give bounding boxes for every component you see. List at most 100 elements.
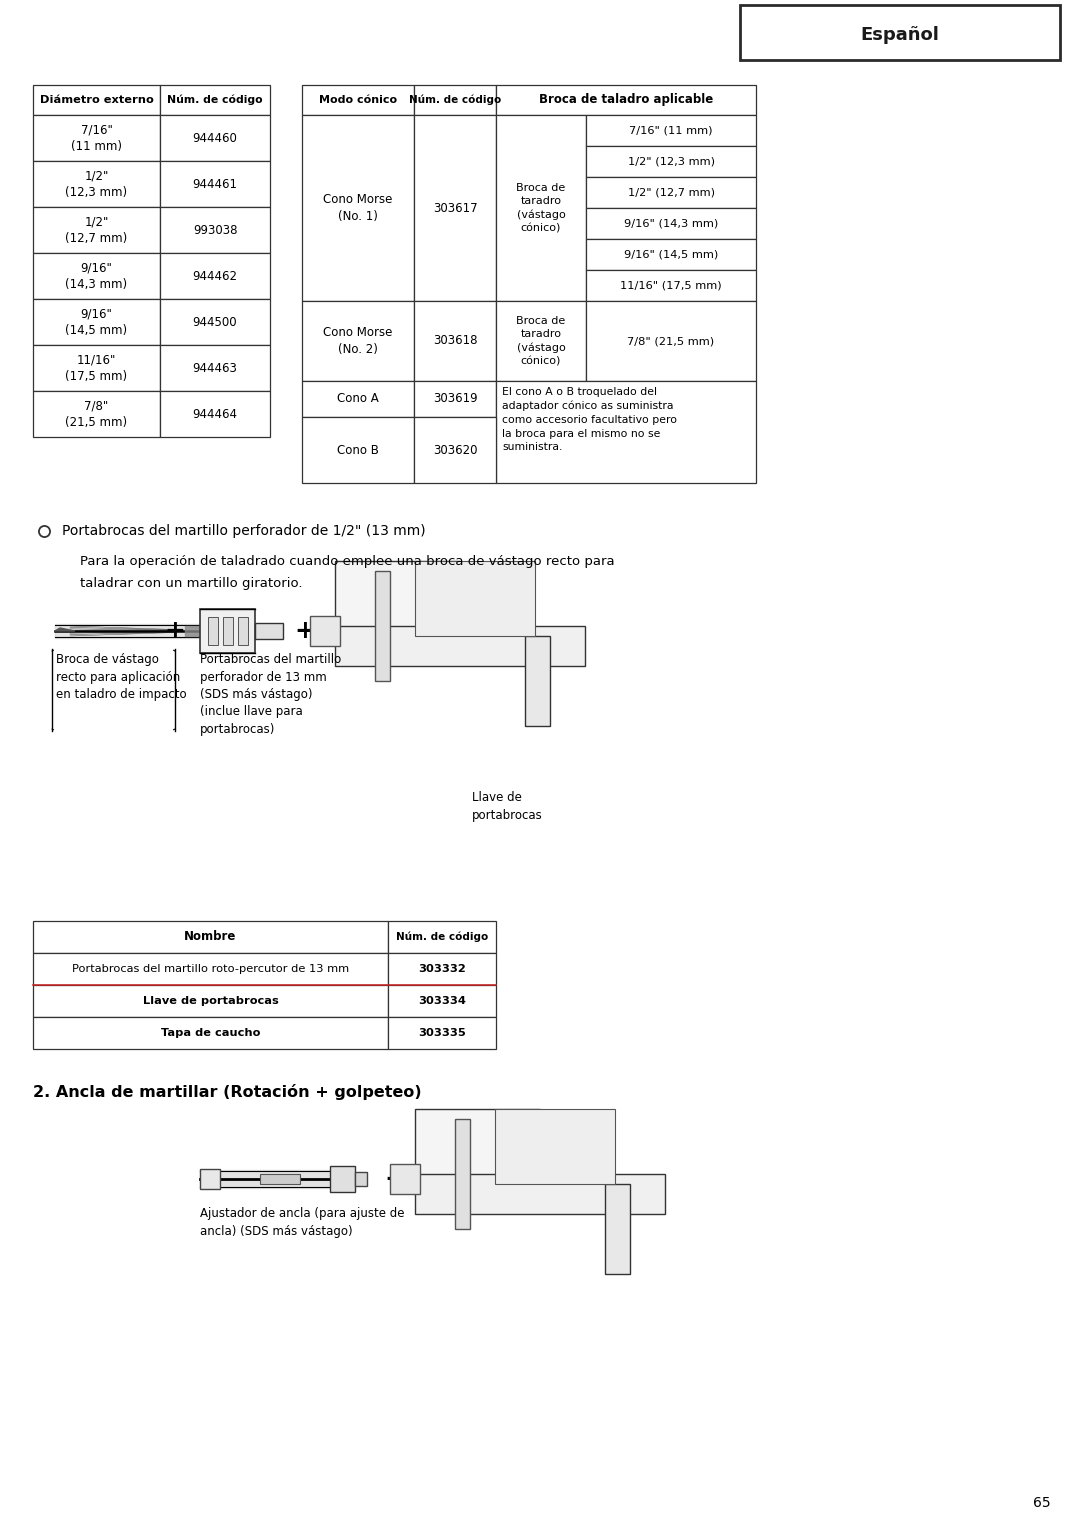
Bar: [388, 920, 496, 953]
Bar: [586, 239, 756, 271]
Bar: [33, 920, 388, 953]
Text: Para la operación de taladrado cuando emplee una broca de vástago recto para: Para la operación de taladrado cuando em…: [80, 555, 615, 567]
Text: 11/16" (17,5 mm): 11/16" (17,5 mm): [620, 280, 721, 291]
Bar: [33, 391, 160, 437]
Bar: [238, 618, 248, 645]
Bar: [335, 561, 460, 631]
Bar: [33, 86, 160, 115]
Bar: [160, 161, 270, 206]
Text: 9/16"
(14,5 mm): 9/16" (14,5 mm): [66, 307, 127, 336]
Text: +: +: [295, 619, 315, 644]
Bar: [495, 1109, 615, 1183]
Text: 303618: 303618: [433, 335, 477, 347]
Text: 9/16" (14,5 mm): 9/16" (14,5 mm): [624, 249, 718, 260]
Bar: [302, 115, 414, 301]
Bar: [415, 561, 535, 636]
Text: Cono Morse
(No. 1): Cono Morse (No. 1): [323, 193, 393, 223]
Bar: [390, 1164, 420, 1194]
Bar: [302, 417, 414, 483]
Bar: [496, 115, 586, 301]
Text: 7/8" (21,5 mm): 7/8" (21,5 mm): [627, 336, 715, 346]
Bar: [496, 301, 586, 381]
Bar: [586, 177, 756, 208]
Text: Portabrocas del martillo roto-percutor de 13 mm: Portabrocas del martillo roto-percutor d…: [72, 963, 349, 974]
Bar: [310, 616, 340, 645]
Bar: [496, 86, 756, 115]
Bar: [255, 622, 283, 639]
Bar: [496, 381, 756, 483]
Text: 1/2" (12,3 mm): 1/2" (12,3 mm): [627, 156, 715, 167]
Text: 303335: 303335: [418, 1027, 465, 1038]
Bar: [208, 618, 218, 645]
Text: Llave de
portabrocas: Llave de portabrocas: [472, 790, 543, 821]
Bar: [160, 206, 270, 252]
Bar: [586, 301, 756, 381]
Text: 1/2"
(12,7 mm): 1/2" (12,7 mm): [66, 216, 127, 245]
Bar: [33, 346, 160, 391]
Text: Portabrocas del martillo
perforador de 13 mm
(SDS más vástago)
(inclue llave par: Portabrocas del martillo perforador de 1…: [200, 653, 341, 735]
Bar: [605, 1183, 630, 1274]
Text: Núm. de código: Núm. de código: [396, 931, 488, 942]
Text: Ajustador de ancla (para ajuste de
ancla) (SDS más vástago): Ajustador de ancla (para ajuste de ancla…: [200, 1206, 405, 1238]
Text: Broca de vástago
recto para aplicación
en taladro de impacto: Broca de vástago recto para aplicación e…: [56, 653, 187, 700]
Bar: [388, 953, 496, 985]
Text: 303332: 303332: [418, 963, 465, 974]
Bar: [33, 300, 160, 346]
Bar: [355, 1173, 367, 1187]
Text: +: +: [164, 619, 186, 644]
Bar: [33, 953, 388, 985]
Bar: [33, 206, 160, 252]
Text: 944464: 944464: [192, 408, 238, 420]
Text: Español: Español: [861, 26, 940, 43]
Text: 303617: 303617: [433, 202, 477, 214]
Bar: [33, 1017, 388, 1049]
Text: Broca de
taradro
(vástago
cónico): Broca de taradro (vástago cónico): [516, 317, 566, 365]
Bar: [330, 1167, 355, 1193]
Text: Diámetro externo: Diámetro externo: [40, 95, 153, 106]
Text: +: +: [384, 1167, 405, 1191]
Text: Tapa de caucho: Tapa de caucho: [161, 1027, 260, 1038]
Bar: [388, 1017, 496, 1049]
Text: Núm. de código: Núm. de código: [409, 95, 501, 106]
Bar: [525, 636, 550, 726]
Text: 944460: 944460: [192, 131, 238, 145]
Text: 2. Ancla de martillar (Rotación + golpeteo): 2. Ancla de martillar (Rotación + golpet…: [33, 1084, 421, 1099]
Text: 7/16" (11 mm): 7/16" (11 mm): [630, 125, 713, 136]
Text: 944463: 944463: [192, 361, 238, 375]
Text: Broca de taladro aplicable: Broca de taladro aplicable: [539, 93, 713, 107]
Text: 1/2" (12,7 mm): 1/2" (12,7 mm): [627, 188, 715, 197]
Bar: [302, 301, 414, 381]
Bar: [415, 1174, 665, 1214]
Bar: [414, 417, 496, 483]
Text: 303620: 303620: [433, 443, 477, 457]
Text: 944462: 944462: [192, 269, 238, 283]
Bar: [335, 625, 585, 667]
Bar: [160, 252, 270, 300]
Bar: [388, 985, 496, 1017]
Bar: [222, 618, 233, 645]
Text: taladrar con un martillo giratorio.: taladrar con un martillo giratorio.: [80, 576, 302, 590]
Text: 65: 65: [1034, 1495, 1051, 1511]
Bar: [302, 86, 414, 115]
Bar: [414, 381, 496, 417]
Bar: [586, 145, 756, 177]
Text: 7/8"
(21,5 mm): 7/8" (21,5 mm): [66, 399, 127, 428]
Bar: [33, 161, 160, 206]
Bar: [33, 252, 160, 300]
Bar: [455, 1119, 470, 1229]
Text: Modo cónico: Modo cónico: [319, 95, 397, 106]
Text: 944461: 944461: [192, 177, 238, 191]
Bar: [200, 1170, 220, 1190]
Text: 303619: 303619: [433, 393, 477, 405]
Text: Portabrocas del martillo perforador de 1/2" (13 mm): Portabrocas del martillo perforador de 1…: [62, 524, 426, 538]
Bar: [586, 115, 756, 145]
Bar: [160, 391, 270, 437]
Bar: [33, 985, 388, 1017]
Bar: [415, 1109, 540, 1179]
Text: 11/16"
(17,5 mm): 11/16" (17,5 mm): [66, 353, 127, 382]
Text: Cono Morse
(No. 2): Cono Morse (No. 2): [323, 326, 393, 356]
Text: Cono A: Cono A: [337, 393, 379, 405]
Bar: [586, 208, 756, 239]
Bar: [414, 86, 496, 115]
Text: Cono B: Cono B: [337, 443, 379, 457]
